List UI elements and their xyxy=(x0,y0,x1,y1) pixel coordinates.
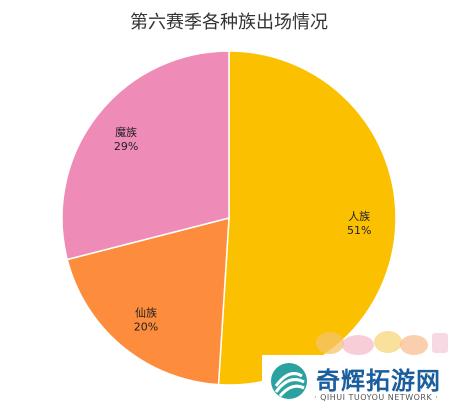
pie-label-name-1: 仙族 xyxy=(135,305,157,319)
pie-slice-1 xyxy=(66,217,230,386)
pie-label-percent-2: 29% xyxy=(114,140,138,153)
chart-title: 第六赛季各种族出场情况 xyxy=(130,12,328,33)
watermark-logo-icon xyxy=(271,363,307,399)
watermark-site-subtitle: · QIHUI TUOYOU NETWORK · xyxy=(314,393,439,402)
pie-label-name-2: 魔族 xyxy=(115,125,137,139)
pie-slices xyxy=(61,50,397,386)
watermark-cartoon-logo xyxy=(316,331,448,355)
pie-slice-2 xyxy=(61,50,230,261)
pie-label-percent-0: 51% xyxy=(347,224,371,237)
watermark-site-name: 奇辉拓游网 xyxy=(316,366,441,395)
pie-label-name-0: 人族 xyxy=(348,209,370,223)
pie-label-percent-1: 20% xyxy=(134,320,158,333)
